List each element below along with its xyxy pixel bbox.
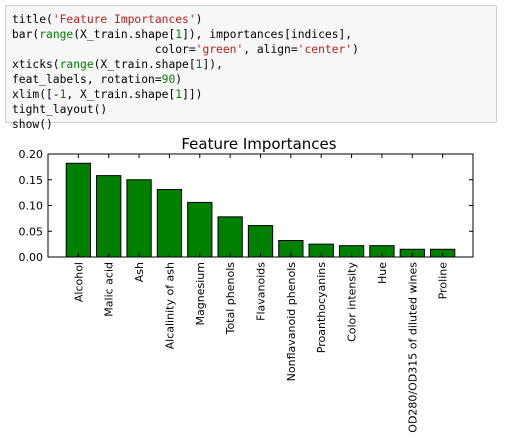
x-tick-label: Magnesium <box>194 262 207 325</box>
chart-title: Feature Importances <box>181 135 336 153</box>
y-tick-label: 0.05 <box>19 225 44 238</box>
x-tick-label: Alcohol <box>72 262 85 302</box>
x-tick-label: Nonflavanoid phenols <box>285 262 298 382</box>
x-tick-label: Color intensity <box>346 262 359 342</box>
plot-frame <box>47 153 474 258</box>
x-tick-label: Proline <box>437 262 450 300</box>
x-tick-label: Total phenols <box>224 262 237 336</box>
code-line: bar(range(X_train.shape[1]), importances… <box>12 27 490 42</box>
code-line: color='green', align='center') <box>12 42 490 57</box>
bars-group <box>65 162 456 258</box>
y-tick-label: 0.00 <box>19 251 44 264</box>
x-tick-label: Hue <box>376 262 389 284</box>
code-line: title('Feature Importances') <box>12 12 490 27</box>
feature-importances-chart: Feature Importances 0.00 0.05 0.10 0.15 0.20… <box>19 135 474 433</box>
code-token: color= <box>12 43 196 56</box>
code-token: ]), importances[indices], <box>182 28 353 41</box>
code-token: ]]) <box>182 88 203 101</box>
code-token: bar( <box>12 28 40 41</box>
code-token: range <box>39 28 74 41</box>
x-axis: Alcohol Malic acid Ash Alcalinity of ash Mag… <box>72 154 450 433</box>
code-token: (X_train.shape[ <box>93 58 196 71</box>
code-token: feat_labels, rotation= <box>12 73 162 86</box>
code-token: 'green' <box>195 43 244 56</box>
code-line: xticks(range(X_train.shape[1]), <box>12 57 490 72</box>
code-line: tight_layout() <box>12 102 490 117</box>
code-token: , align= <box>243 43 298 56</box>
code-token: 'center' <box>297 43 353 56</box>
x-tick-label: Malic acid <box>103 262 116 317</box>
code-token: title( <box>12 13 53 26</box>
x-tick-label: Ash <box>133 262 146 282</box>
x-tick-label: Alcalinity of ash <box>163 262 176 349</box>
bar <box>247 225 274 258</box>
bar <box>187 201 213 258</box>
code-token: xlim([- <box>12 88 60 101</box>
bar <box>96 175 122 258</box>
code-token: 1 <box>59 88 67 101</box>
code-token: show() <box>12 118 53 131</box>
bar <box>65 162 92 258</box>
bar <box>126 179 152 258</box>
code-token: tight_layout() <box>12 103 108 116</box>
code-token: (X_train.shape[ <box>73 28 176 41</box>
code-line: feat_labels, rotation=90) <box>12 72 490 87</box>
y-tick-label: 0.10 <box>19 200 44 213</box>
code-token: xticks( <box>12 58 60 71</box>
code-token: 1 <box>175 28 183 41</box>
code-token: range <box>59 58 94 71</box>
code-token: 90 <box>161 73 176 86</box>
code-token: ) <box>195 13 203 26</box>
bar <box>217 216 243 258</box>
y-tick-label: 0.20 <box>19 148 44 161</box>
code-line: show() <box>12 117 490 132</box>
code-line: xlim([-1, X_train.shape[1]]) <box>12 87 490 102</box>
code-token: ]), <box>202 58 223 71</box>
code-cell[interactable]: title('Feature Importances') bar(range(X_… <box>5 5 497 131</box>
code-token: 1 <box>175 88 183 101</box>
x-tick-label: OD280/OD315 of diluted wines <box>406 262 419 433</box>
bar <box>156 189 183 258</box>
y-tick-label: 0.15 <box>19 174 44 187</box>
x-tick-label: Flavanoids <box>255 262 268 321</box>
y-axis: 0.00 0.05 0.10 0.15 0.20 <box>19 148 473 264</box>
code-token: 1 <box>195 58 203 71</box>
code-token: 'Feature Importances' <box>52 13 196 26</box>
code-token: ) <box>175 73 183 86</box>
x-tick-label: Proanthocyanins <box>315 262 328 353</box>
code-token: , X_train.shape[ <box>66 88 176 101</box>
code-token: ) <box>352 43 359 56</box>
